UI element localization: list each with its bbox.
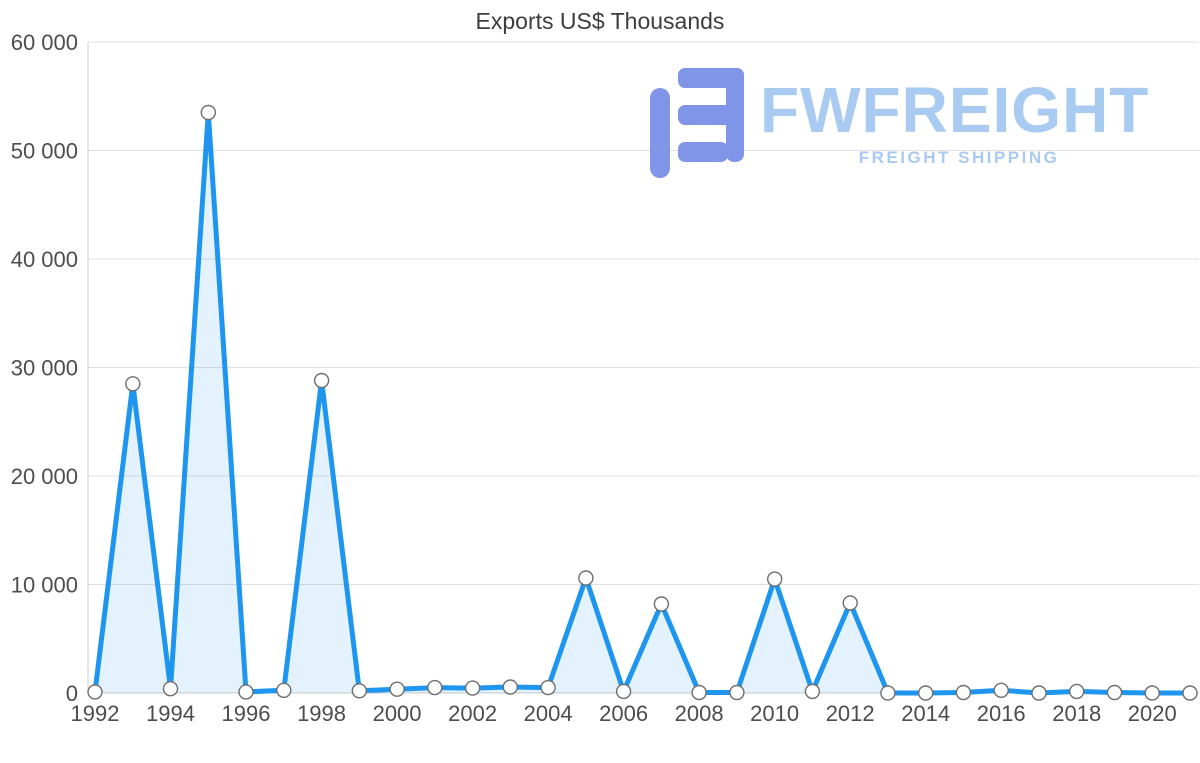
data-point[interactable] [1068,683,1085,700]
data-point[interactable] [578,570,594,586]
x-tick-label: 2016 [977,701,1026,726]
data-point[interactable] [313,372,330,389]
x-tick-label: 2012 [826,701,875,726]
y-tick-label: 50 000 [11,139,78,164]
data-point[interactable] [540,679,556,696]
data-point[interactable] [276,682,292,698]
y-tick-label: 0 [66,681,78,706]
data-point[interactable] [1031,685,1047,701]
x-tick-label: 2014 [901,701,950,726]
data-point[interactable] [351,683,367,699]
y-tick-label: 40 000 [11,247,78,272]
data-point[interactable] [1144,685,1160,701]
series-line [92,110,1193,696]
data-point[interactable] [162,681,179,697]
data-point[interactable] [615,683,632,700]
x-tick-label: 2000 [373,701,422,726]
x-tick-label: 1998 [297,701,346,726]
x-tick-label: 2004 [524,701,573,726]
y-tick-label: 30 000 [11,356,78,381]
data-point[interactable] [502,679,518,695]
data-point[interactable] [955,684,972,701]
y-tick-label: 10 000 [11,573,78,598]
data-point[interactable] [125,376,141,392]
data-point[interactable] [918,685,934,701]
x-tick-label: 1996 [222,701,271,726]
data-point[interactable] [653,596,670,612]
x-tick-label: 1994 [146,701,195,726]
chart-title: Exports US$ Thousands [475,8,725,34]
data-point[interactable] [1106,684,1123,701]
data-point[interactable] [1182,685,1198,701]
series-area [95,112,1190,693]
data-point[interactable] [200,104,217,121]
data-point[interactable] [691,684,707,701]
x-tick-label: 1992 [71,701,120,726]
x-tick-label: 2018 [1052,701,1101,726]
data-point[interactable] [464,680,481,696]
x-tick-label: 2020 [1128,701,1177,726]
data-point[interactable] [804,683,821,700]
data-point[interactable] [389,681,405,697]
y-tick-label: 20 000 [11,464,78,489]
x-tick-label: 2010 [750,701,799,726]
data-point[interactable] [880,685,896,701]
x-tick-label: 2008 [675,701,724,726]
data-point[interactable] [842,595,858,611]
data-point[interactable] [427,679,443,696]
data-point[interactable] [993,682,1009,698]
data-point[interactable] [87,684,103,700]
x-tick-label: 2002 [448,701,497,726]
data-point[interactable] [729,684,745,701]
data-point[interactable] [767,571,783,587]
y-tick-label: 60 000 [11,30,78,55]
data-point[interactable] [238,684,254,700]
x-tick-label: 2006 [599,701,648,726]
